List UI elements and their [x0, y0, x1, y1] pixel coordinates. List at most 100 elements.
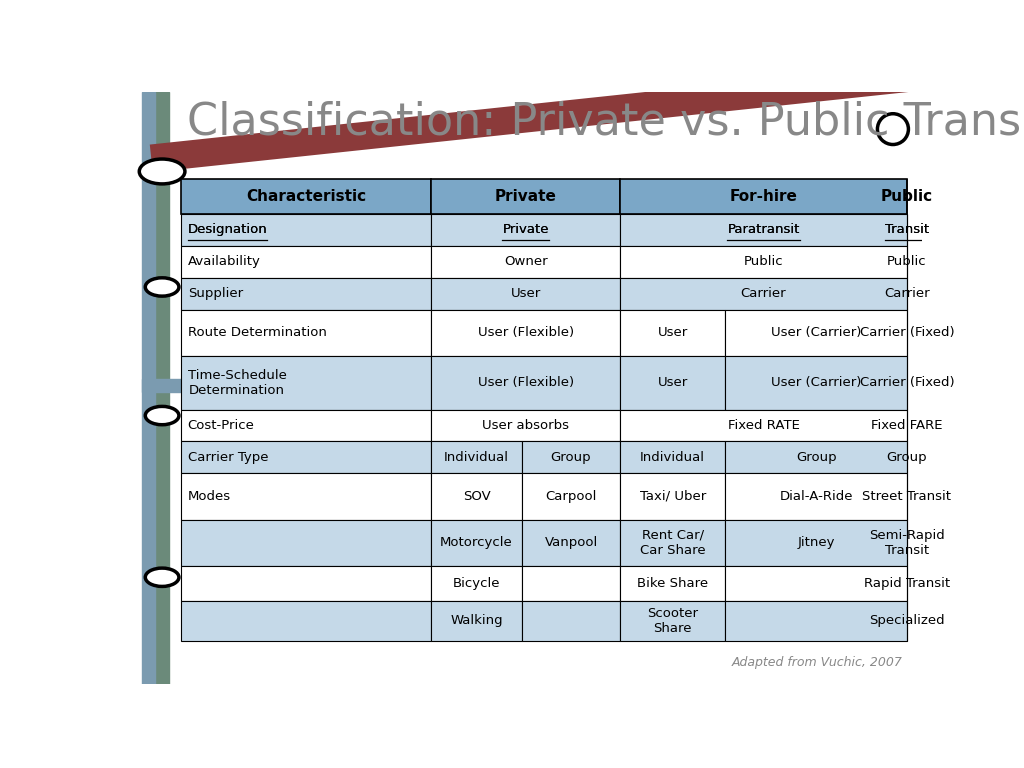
Bar [621, 214, 907, 246]
Text: Transit: Transit [885, 223, 929, 237]
Bar [725, 356, 907, 409]
Text: Private: Private [503, 223, 549, 237]
Bar [621, 179, 907, 214]
Text: Availability: Availability [187, 255, 260, 268]
Text: Bike Share: Bike Share [637, 577, 709, 590]
Text: Group: Group [551, 451, 591, 464]
Text: Designation: Designation [187, 223, 267, 237]
Text: Public: Public [743, 255, 783, 268]
Bar [522, 566, 621, 601]
Text: Carrier (Fixed): Carrier (Fixed) [859, 326, 954, 339]
Bar [431, 473, 522, 519]
Text: Bicycle: Bicycle [453, 577, 501, 590]
Bar [431, 566, 522, 601]
Bar [621, 356, 725, 409]
Text: Public: Public [887, 255, 927, 268]
Text: Rent Car/
Car Share: Rent Car/ Car Share [640, 528, 706, 557]
Text: Street Transit: Street Transit [862, 490, 951, 503]
Text: Taxi/ Uber: Taxi/ Uber [640, 490, 706, 503]
Text: Carpool: Carpool [546, 490, 597, 503]
Text: Jitney: Jitney [798, 536, 835, 549]
Text: Individual: Individual [444, 451, 509, 464]
Bar [180, 409, 431, 442]
Bar [621, 519, 725, 566]
Text: Fixed RATE: Fixed RATE [727, 419, 800, 432]
Bar [431, 519, 522, 566]
Bar [621, 409, 907, 442]
Text: Carrier: Carrier [884, 287, 930, 300]
Bar [431, 278, 621, 310]
Text: Supplier: Supplier [187, 287, 243, 300]
Text: Scooter
Share: Scooter Share [647, 607, 698, 635]
Bar [431, 442, 522, 473]
Bar [621, 278, 907, 310]
Bar [725, 601, 907, 641]
Ellipse shape [878, 114, 908, 144]
Bar [522, 519, 621, 566]
Bar [522, 601, 621, 641]
Bar [725, 310, 907, 356]
Text: Motorcycle: Motorcycle [440, 536, 513, 549]
Text: Time-Schedule
Determination: Time-Schedule Determination [187, 369, 287, 397]
Text: Paratransit: Paratransit [727, 223, 800, 237]
Text: Cost-Price: Cost-Price [187, 419, 255, 432]
Bar [431, 246, 621, 278]
Bar [180, 278, 431, 310]
Text: Carrier: Carrier [740, 287, 786, 300]
Bar [621, 566, 725, 601]
Bar [621, 442, 725, 473]
Text: Route Determination: Route Determination [187, 326, 327, 339]
Text: Group: Group [887, 451, 927, 464]
Bar [155, 92, 169, 684]
Bar [180, 519, 431, 566]
Text: Fixed FARE: Fixed FARE [871, 419, 943, 432]
Bar [621, 601, 725, 641]
Text: For-hire: For-hire [729, 189, 798, 204]
Bar [725, 566, 907, 601]
Text: Modes: Modes [187, 490, 230, 503]
Bar [431, 409, 621, 442]
Bar [180, 566, 431, 601]
Bar [431, 310, 621, 356]
Bar [725, 473, 907, 519]
Ellipse shape [145, 278, 179, 296]
Text: User (Carrier): User (Carrier) [771, 376, 861, 389]
Bar [142, 92, 155, 684]
Bar [522, 442, 621, 473]
Bar [522, 473, 621, 519]
Bar [180, 473, 431, 519]
Text: Characteristic: Characteristic [246, 189, 366, 204]
Ellipse shape [145, 406, 179, 425]
Text: User: User [657, 326, 688, 339]
Bar [621, 473, 725, 519]
Bar [142, 379, 204, 392]
Bar [431, 214, 621, 246]
Bar [180, 356, 431, 409]
Text: Rapid Transit: Rapid Transit [864, 577, 950, 590]
Text: User (Flexible): User (Flexible) [477, 376, 573, 389]
Text: Dial-A-Ride: Dial-A-Ride [779, 490, 853, 503]
Text: User absorbs: User absorbs [482, 419, 569, 432]
Bar [725, 519, 907, 566]
Text: Carrier Type: Carrier Type [187, 451, 268, 464]
Text: Owner: Owner [504, 255, 548, 268]
Text: Individual: Individual [640, 451, 706, 464]
Bar [180, 246, 431, 278]
Text: User (Flexible): User (Flexible) [477, 326, 573, 339]
Bar [621, 246, 907, 278]
Bar [725, 442, 907, 473]
Text: Classification: Private vs. Public Transportation: Classification: Private vs. Public Trans… [187, 101, 1024, 144]
Text: User: User [511, 287, 541, 300]
Bar [621, 310, 725, 356]
Bar [180, 310, 431, 356]
Text: Public: Public [881, 189, 933, 204]
Bar [180, 442, 431, 473]
Text: Adapted from Vuchic, 2007: Adapted from Vuchic, 2007 [732, 656, 903, 669]
Bar [431, 356, 621, 409]
Text: User (Carrier): User (Carrier) [771, 326, 861, 339]
Text: Private: Private [495, 189, 557, 204]
Bar [180, 179, 431, 214]
Text: Semi-Rapid
Transit: Semi-Rapid Transit [869, 528, 945, 557]
Bar [431, 601, 522, 641]
Text: Walking: Walking [451, 614, 503, 627]
